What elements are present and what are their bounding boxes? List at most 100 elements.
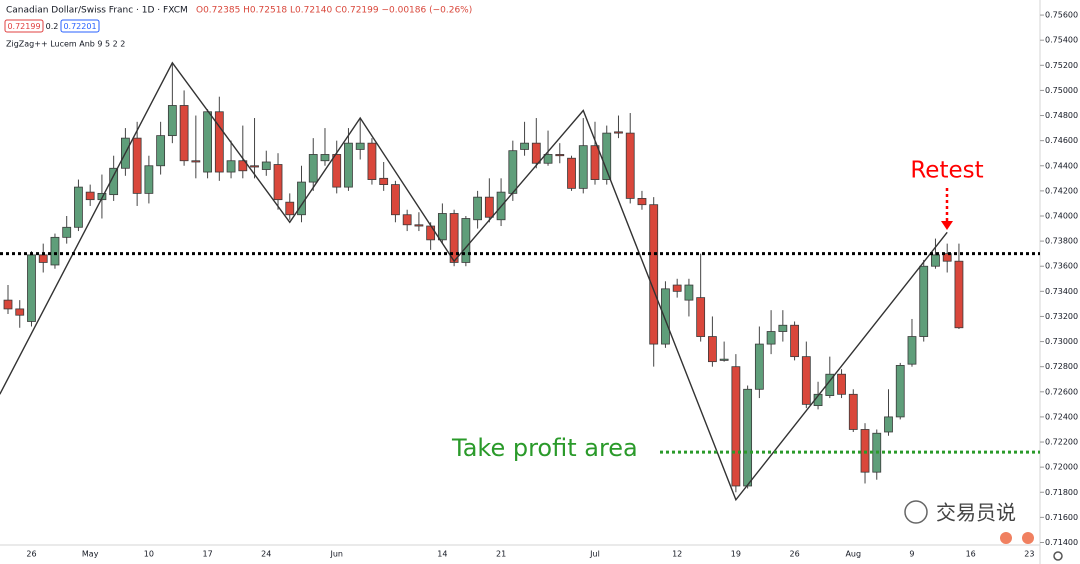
candle-body <box>191 160 201 163</box>
ohlc-readout: O0.72385 H0.72518 L0.72140 C0.72199 −0.0… <box>196 6 472 16</box>
y-tick-label: 0.73800 <box>1045 237 1078 246</box>
candle-body <box>226 160 236 173</box>
candle-body <box>391 184 400 216</box>
candle-body <box>661 288 670 345</box>
y-tick-label: 0.73600 <box>1045 262 1078 271</box>
candle-body <box>156 135 166 167</box>
candle-body <box>461 218 471 263</box>
candle-body <box>144 165 154 194</box>
candle-body <box>931 254 940 267</box>
candle-body <box>167 105 177 137</box>
candle-body <box>848 393 858 430</box>
y-tick-label: 0.71600 <box>1045 513 1078 522</box>
x-tick-label: 24 <box>261 550 271 559</box>
candle-body <box>473 196 483 221</box>
level-label: Take profit area <box>451 434 638 462</box>
bid: 0.72199 <box>7 22 40 31</box>
candle-body <box>379 177 389 185</box>
candle-body <box>790 324 799 358</box>
reset-button[interactable] <box>1022 532 1034 544</box>
candle-body <box>74 186 83 228</box>
candle-body <box>437 213 447 241</box>
candle-body <box>543 154 553 164</box>
candle-body <box>637 198 647 206</box>
y-tick-label: 0.75400 <box>1045 36 1078 45</box>
scroll-button[interactable] <box>1000 532 1012 544</box>
y-tick-label: 0.72200 <box>1045 438 1078 447</box>
candle-body <box>602 132 612 180</box>
candle-body <box>684 284 694 301</box>
candle-body <box>308 154 318 183</box>
candle-body <box>285 201 295 216</box>
x-tick-label: 21 <box>496 550 506 559</box>
spread: 0.2 <box>46 22 59 31</box>
candle-body <box>719 358 729 361</box>
x-tick-label: 9 <box>909 550 914 559</box>
candle-body <box>731 366 741 487</box>
candle-body <box>895 365 905 418</box>
annotation-arrowhead <box>941 221 953 230</box>
candle-body <box>954 260 964 329</box>
y-tick-label: 0.74800 <box>1045 111 1078 120</box>
candle-body <box>332 154 342 188</box>
y-tick-label: 0.73200 <box>1045 312 1078 321</box>
y-tick-label: 0.72800 <box>1045 362 1078 371</box>
x-tick-label: Jun <box>329 550 343 559</box>
x-tick-label: 12 <box>672 550 682 559</box>
y-tick-label: 0.72600 <box>1045 387 1078 396</box>
candle-body <box>696 297 706 337</box>
candle-body <box>614 131 623 134</box>
candle-body <box>85 191 95 201</box>
settings-icon[interactable] <box>1053 551 1063 561</box>
candle-body <box>238 160 248 172</box>
candle-body <box>531 142 541 164</box>
candle-body <box>520 142 529 150</box>
candle-body <box>449 213 459 263</box>
candle-body <box>97 192 107 201</box>
ask: 0.72201 <box>63 22 96 31</box>
candle-body <box>649 204 659 345</box>
y-tick-label: 0.74200 <box>1045 186 1078 195</box>
annotation: Retest <box>910 158 983 184</box>
x-tick-label: 26 <box>789 550 799 559</box>
candle-body <box>708 336 717 363</box>
watermark: 交易员说 <box>904 500 1016 525</box>
candle-body <box>402 214 412 226</box>
candle-body <box>801 356 811 405</box>
candle-body <box>179 105 189 162</box>
x-tick-label: May <box>82 550 99 559</box>
candle-body <box>884 416 893 433</box>
candle-body <box>3 299 13 310</box>
y-tick-label: 0.72000 <box>1045 463 1078 472</box>
candle-body <box>27 254 36 322</box>
candle-body <box>367 142 377 180</box>
candle-body <box>778 324 788 332</box>
y-tick-label: 0.75000 <box>1045 86 1078 95</box>
candle-body <box>214 111 224 173</box>
y-tick-label: 0.74400 <box>1045 161 1078 170</box>
candle-body <box>250 165 259 168</box>
candle-body <box>754 343 764 390</box>
bid-box[interactable] <box>4 19 44 33</box>
candle-body <box>484 196 494 218</box>
candle-body <box>743 388 753 487</box>
candle-body <box>355 142 365 150</box>
ask-box[interactable] <box>60 19 100 33</box>
watermark-text: 交易员说 <box>936 501 1016 525</box>
candle-body <box>555 154 565 157</box>
candle-body <box>50 236 60 266</box>
candle-body <box>672 284 682 292</box>
candle-body <box>837 373 846 395</box>
candle-body <box>273 164 283 201</box>
candle-body <box>907 336 917 365</box>
x-tick-label: 10 <box>144 550 154 559</box>
candle-body <box>38 254 48 263</box>
y-tick-label: 0.71800 <box>1045 488 1078 497</box>
x-tick-label: 26 <box>26 550 36 559</box>
candle-body <box>625 132 635 199</box>
candle-body <box>15 308 25 316</box>
x-tick-label: 19 <box>731 550 741 559</box>
y-tick-label: 0.72400 <box>1045 412 1078 421</box>
